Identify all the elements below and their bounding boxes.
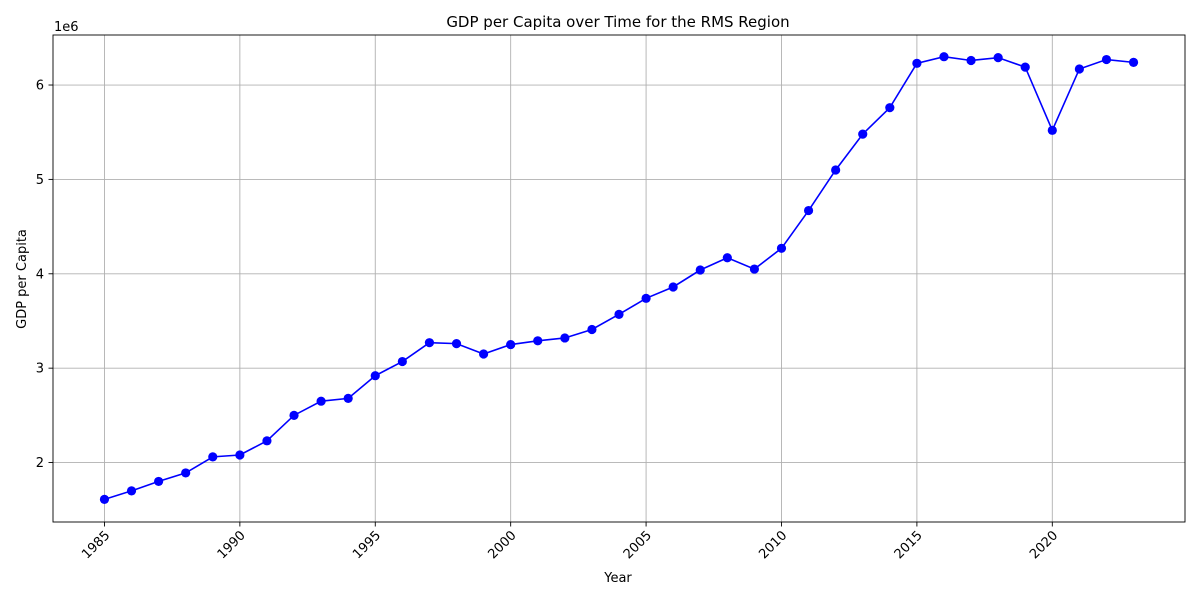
data-point — [1074, 64, 1084, 74]
y-tick-label: 5 — [36, 173, 44, 188]
data-point — [858, 129, 868, 139]
data-point — [506, 339, 516, 350]
x-tick-label: 2005 — [621, 528, 655, 562]
data-point — [587, 324, 597, 335]
data-point — [126, 486, 137, 496]
series-layer — [99, 52, 1139, 504]
data-point — [154, 476, 164, 487]
data-point — [424, 338, 435, 348]
plot-frame — [52, 34, 1186, 523]
data-point — [993, 53, 1003, 63]
y-tick-label: 6 — [36, 79, 44, 94]
x-tick-label: 2020 — [1027, 528, 1061, 562]
data-point — [533, 336, 543, 346]
x-axis-label: Year — [603, 571, 632, 586]
series-line — [104, 55, 1134, 501]
data-point — [1020, 62, 1030, 72]
data-point — [1047, 125, 1057, 135]
data-point — [668, 282, 678, 292]
data-point — [695, 265, 705, 275]
data-point — [1128, 57, 1139, 67]
data-point — [262, 436, 272, 446]
x-tick-label: 1995 — [350, 528, 384, 562]
data-point — [722, 253, 732, 263]
data-point — [749, 264, 760, 274]
data-point — [181, 468, 191, 478]
axes: 1985 1990 1995 2000 2005 2010 2015 2020 2 3 4 5 6 — [36, 34, 1186, 562]
data-point — [478, 349, 489, 359]
data-point — [776, 243, 787, 253]
data-point — [966, 55, 976, 66]
y-axis-label: GDP per Capita — [15, 229, 30, 329]
data-point — [99, 494, 110, 504]
data-point — [397, 356, 407, 367]
data-point — [803, 205, 814, 216]
data-point — [939, 52, 949, 62]
data-point — [343, 393, 353, 403]
y-tick-label: 2 — [36, 456, 44, 471]
chart-title: GDP per Capita over Time for the RMS Reg… — [446, 13, 789, 31]
x-tick-label: 2000 — [485, 528, 519, 562]
grid — [53, 35, 1185, 522]
y-offset-label: 1e6 — [54, 20, 79, 35]
y-tick-label: 3 — [36, 362, 44, 377]
data-point — [885, 103, 895, 113]
data-point — [235, 450, 245, 460]
data-point — [316, 396, 326, 406]
x-tick-label: 2010 — [756, 528, 790, 562]
y-tick-label: 4 — [36, 267, 44, 282]
data-point — [560, 333, 570, 343]
data-point — [289, 410, 299, 420]
data-point — [912, 58, 922, 68]
data-point — [1101, 54, 1112, 65]
x-tick-label: 2015 — [892, 528, 926, 562]
data-point — [370, 371, 380, 381]
data-point — [451, 339, 462, 349]
x-tick-label: 1985 — [79, 528, 113, 562]
data-point — [641, 293, 651, 303]
data-point — [831, 165, 841, 175]
data-point — [614, 309, 624, 319]
x-tick-label: 1990 — [215, 528, 249, 562]
data-point — [208, 452, 218, 462]
